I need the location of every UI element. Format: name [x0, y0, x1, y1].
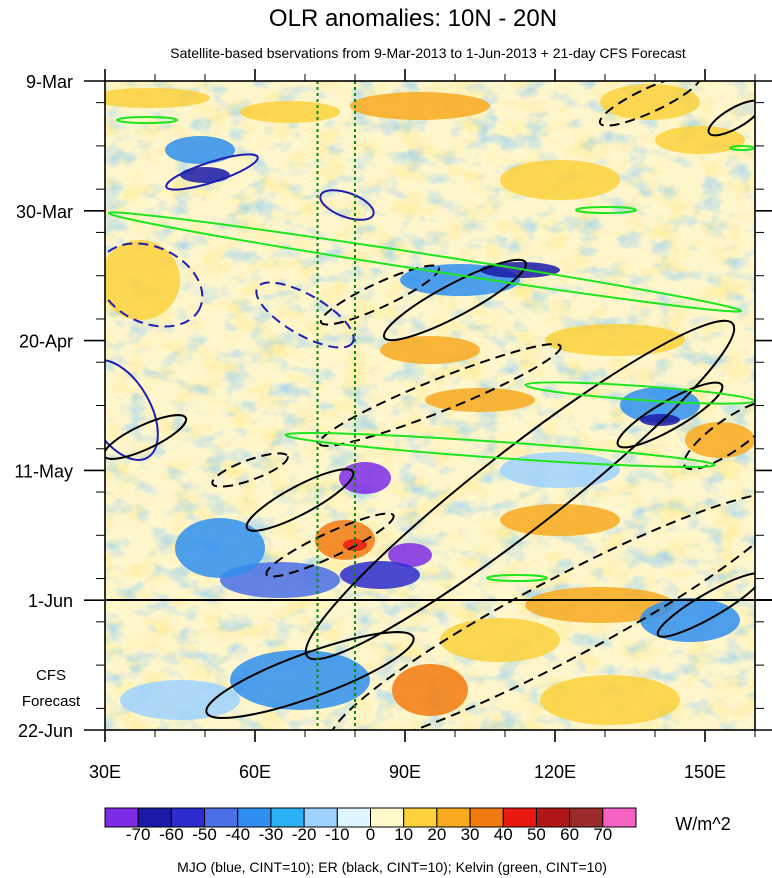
- anomaly-blob: [340, 561, 420, 589]
- colorbar-label: -40: [225, 825, 250, 844]
- anomaly-blob: [440, 618, 560, 662]
- mjo-contour: [105, 359, 159, 461]
- anomaly-blob: [105, 88, 210, 108]
- kelvin-contour: [107, 211, 743, 313]
- anomaly-blob: [380, 336, 480, 364]
- anomaly-blob: [425, 388, 535, 412]
- contour-legend: MJO (blue, CINT=10); ER (black, CINT=10)…: [177, 859, 607, 875]
- er-contour: [319, 264, 441, 326]
- forecast-label-line1: CFS: [36, 667, 66, 684]
- anomaly-blob: [525, 587, 675, 623]
- er-contour: [656, 572, 755, 638]
- anomaly-blob: [685, 422, 755, 458]
- x-tick-label: 60E: [239, 762, 271, 782]
- mjo-contour: [319, 189, 375, 221]
- colorbar-label: 60: [560, 825, 579, 844]
- chart-title: OLR anomalies: 10N - 20N: [269, 5, 557, 32]
- anomaly-blob: [175, 518, 265, 578]
- colorbar-label: -20: [292, 825, 317, 844]
- anomaly-blob: [230, 650, 370, 710]
- anomaly-blob: [500, 504, 620, 536]
- colorbar-units: W/m^2: [675, 814, 730, 834]
- y-tick-label: 9-Mar: [26, 72, 73, 92]
- kelvin-contour: [729, 145, 755, 151]
- anomaly-blob: [120, 680, 240, 720]
- er-contour: [318, 343, 562, 447]
- anomaly-blob: [600, 84, 700, 120]
- colorbar-label: 30: [461, 825, 480, 844]
- y-tick-label: 30-Mar: [16, 202, 73, 222]
- colorbar: -70 -60 -50 -40 -30 -20 -10 0 10 20 30 40 50 60 70: [104, 807, 637, 844]
- x-axis: 30E 60E 90E 120E 150E: [89, 69, 756, 782]
- x-tick-label: 150E: [684, 762, 726, 782]
- y-tick-label: 11-May: [14, 461, 73, 481]
- colorbar-label: -50: [192, 825, 217, 844]
- colorbar-label: 0: [366, 825, 375, 844]
- anomaly-blob: [350, 92, 490, 120]
- x-tick-label: 30E: [89, 762, 121, 782]
- anomaly-blob: [105, 240, 180, 320]
- anomaly-blob: [180, 167, 230, 183]
- forecast-label-line2: Forecast: [22, 693, 81, 710]
- x-tick-label: 90E: [389, 762, 421, 782]
- kelvin-contour: [116, 116, 178, 124]
- er-contour: [616, 381, 724, 449]
- anomaly-blob: [220, 562, 340, 598]
- anomaly-blob: [392, 664, 468, 716]
- anomaly-blob: [500, 160, 620, 200]
- anomaly-blob: [339, 462, 391, 494]
- y-tick-label: 22-Jun: [18, 721, 73, 741]
- anomaly-blob: [500, 452, 620, 488]
- x-tick-label: 120E: [534, 762, 576, 782]
- anomaly-blob: [640, 598, 740, 642]
- colorbar-label: 10: [394, 825, 413, 844]
- er-contour: [707, 99, 755, 137]
- er-contour: [245, 468, 355, 532]
- anomaly-blob: [640, 414, 680, 426]
- colorbar-label: -30: [259, 825, 284, 844]
- anomaly-blob: [240, 101, 340, 123]
- er-contour: [598, 81, 702, 127]
- olr-anomaly-field: [105, 81, 755, 730]
- reference-longitude-lines: [316, 81, 356, 730]
- colorbar-label: 50: [527, 825, 546, 844]
- y-tick-label: 20-Apr: [19, 332, 73, 352]
- kelvin-contour: [284, 432, 716, 468]
- mjo-contour: [105, 242, 204, 328]
- er-contour: [265, 512, 395, 578]
- colorbar-label: -10: [325, 825, 350, 844]
- anomaly-blob: [388, 543, 432, 567]
- mjo-contour: [255, 281, 355, 349]
- colorbar-label: 20: [427, 825, 446, 844]
- colorbar-label: 70: [593, 825, 612, 844]
- anomaly-blob: [545, 324, 685, 356]
- er-contour: [382, 258, 528, 342]
- anomaly-blob: [540, 675, 680, 725]
- kelvin-contour: [486, 574, 548, 582]
- er-contour: [105, 414, 188, 460]
- y-tick-label: 1-Jun: [28, 591, 73, 611]
- kelvin-contour: [575, 206, 637, 214]
- colorbar-label: -70: [126, 825, 151, 844]
- anomaly-blob: [165, 136, 235, 164]
- chart-subtitle: Satellite-based bservations from 9-Mar-2…: [170, 45, 686, 61]
- colorbar-label: 40: [494, 825, 513, 844]
- anomaly-blob: [655, 126, 745, 154]
- mjo-contour: [165, 153, 259, 191]
- colorbar-swatch: [602, 807, 637, 828]
- er-contour: [211, 452, 289, 488]
- er-contour: [328, 491, 755, 730]
- colorbar-label: -60: [159, 825, 184, 844]
- y-axis: 9-Mar 30-Mar 20-Apr 11-May 1-Jun 22-Jun: [14, 72, 772, 741]
- anomaly-blobs: [105, 84, 755, 725]
